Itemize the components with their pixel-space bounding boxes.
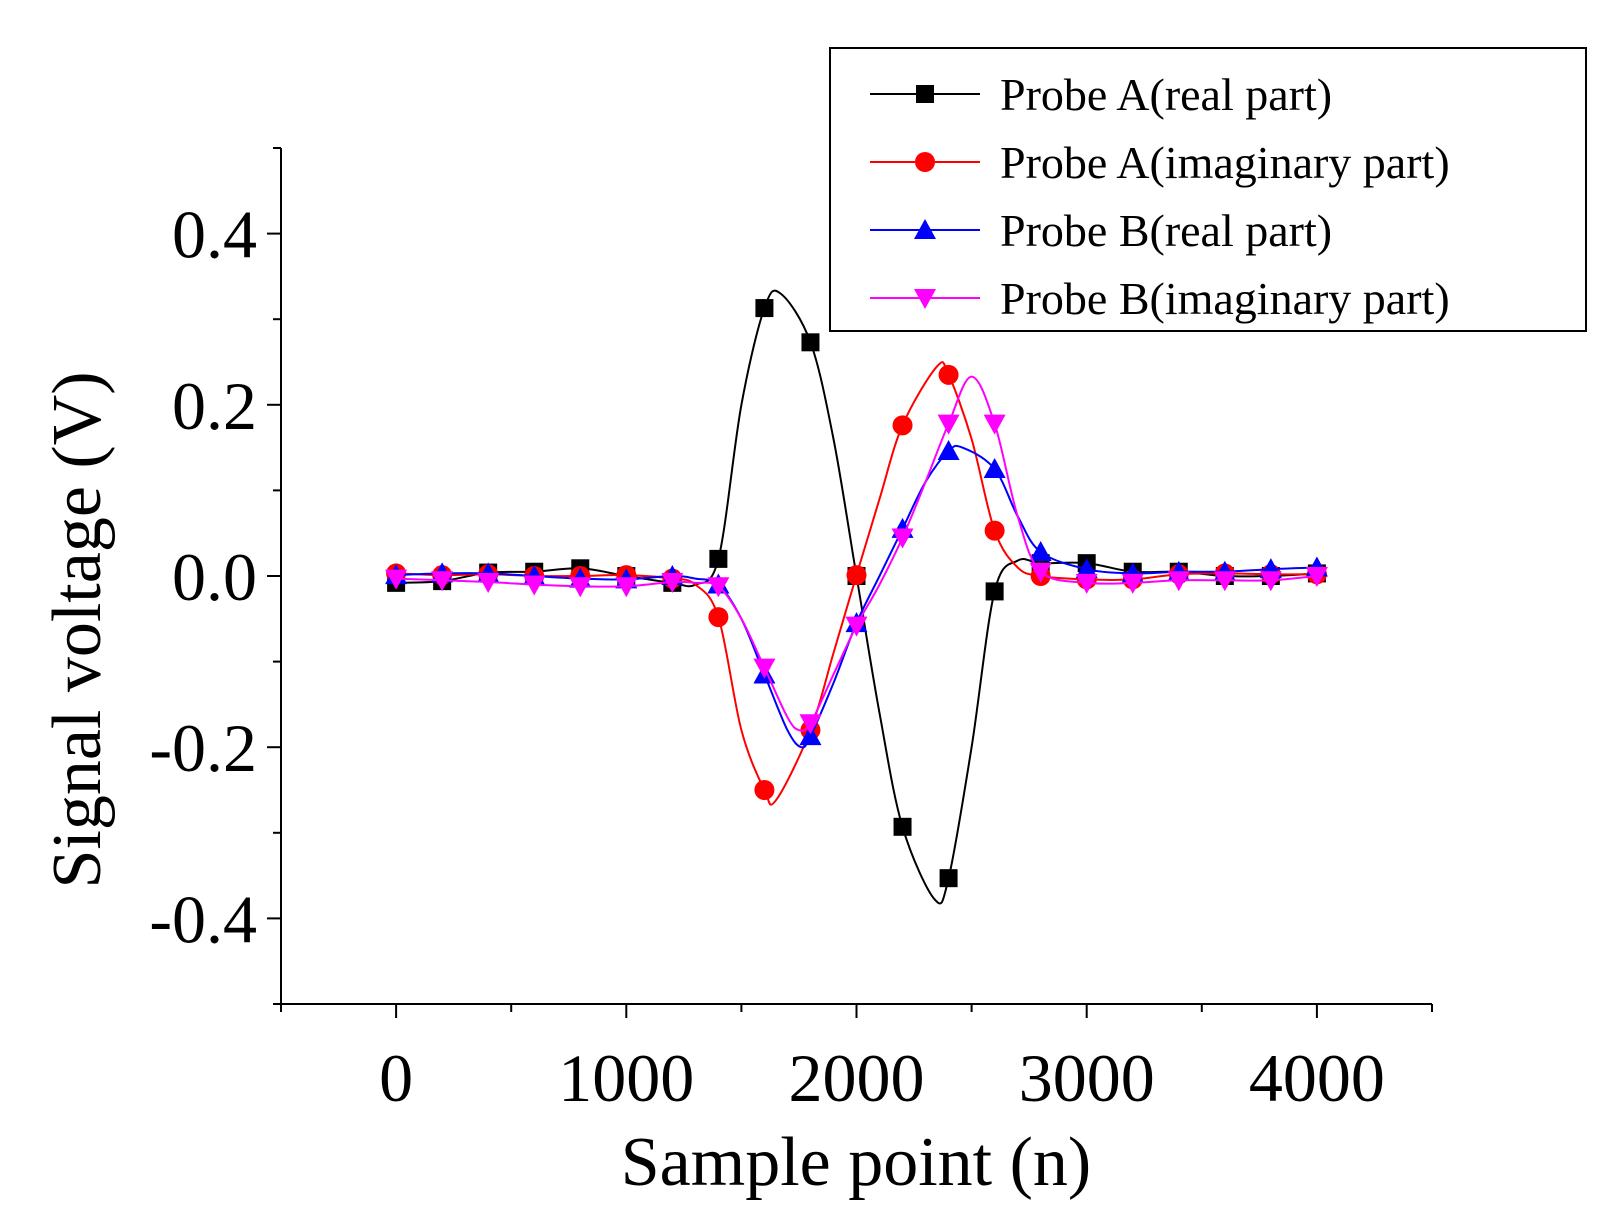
data-point [1075,573,1098,594]
data-point [845,616,868,637]
y-tick-label: -0.4 [149,881,257,957]
data-point [1075,558,1098,579]
data-point [754,780,775,800]
data-point [983,414,1006,435]
y-axis-title: Signal voltage (V) [39,371,116,888]
x-tick-label: 1000 [558,1040,694,1116]
data-point [1029,562,1052,583]
data-point [707,577,730,598]
data-point [1167,571,1190,592]
data-point [755,299,774,318]
x-tick-label: 0 [379,1040,413,1116]
data-point [892,415,913,436]
data-point [569,577,592,598]
legend-label: Probe B(real part) [1000,205,1332,256]
series-line [396,444,1317,749]
data-point [893,817,912,836]
legend-label: Probe A(imaginary part) [1000,137,1450,188]
legend-marker [916,85,934,103]
data-point [891,528,914,549]
data-point [985,582,1004,601]
legend-marker [914,219,936,239]
series-4 [385,375,1328,735]
data-point [1121,573,1144,594]
data-point [938,364,959,385]
data-point [753,658,776,679]
y-tick-label: 0.2 [172,368,257,444]
data-point [983,458,1006,478]
y-tick-label: 0.4 [172,197,257,273]
data-point [661,572,684,593]
legend: Probe A(real part) Probe A(imaginary part… [829,47,1587,332]
data-point [937,414,960,435]
data-point [431,571,454,592]
legend-marker [915,152,935,172]
data-point [799,725,822,746]
legend-marker [914,289,936,309]
y-tick-label: 0.0 [172,539,257,615]
x-tick-label: 4000 [1249,1040,1385,1116]
data-point [846,565,867,586]
x-axis-title: Sample point (n) [621,1124,1091,1201]
legend-label: Probe A(real part) [1000,69,1332,120]
x-tick-label: 3000 [1019,1040,1155,1116]
series-layer [385,289,1328,905]
series-line [396,375,1317,732]
data-point [801,333,820,352]
data-point [615,577,638,598]
data-point [1029,541,1052,562]
data-point [937,440,960,461]
data-point [709,549,728,568]
y-tick-label: -0.2 [149,710,257,786]
legend-box [829,47,1587,332]
ticks: 0 1000 2000 3000 4000 -0.4 -0.2 0.0 0.2 0.4 [149,147,1433,1116]
data-point [1213,571,1236,592]
series-1 [387,289,1326,905]
legend-label: Probe B(imaginary part) [1000,273,1450,324]
data-point [477,572,500,593]
data-point [984,520,1005,541]
data-point [708,607,729,628]
data-point [1259,571,1282,592]
data-point [939,869,958,888]
data-point [1305,567,1328,587]
data-point [385,569,408,590]
x-tick-label: 2000 [789,1040,925,1116]
data-point [799,714,822,735]
data-point [523,575,546,596]
series-line [396,289,1317,905]
series-3 [385,440,1328,749]
